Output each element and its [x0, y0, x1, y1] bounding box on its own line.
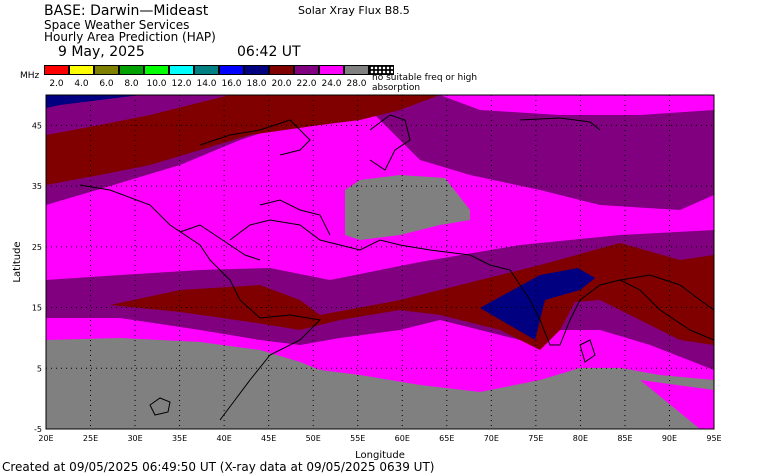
lon-tick-label: 30E — [127, 434, 142, 443]
lon-tick-label: 65E — [439, 434, 454, 443]
contour-28mhz-south — [46, 338, 714, 429]
legend-label-20-0: 20.0 — [271, 79, 292, 89]
solar-flux-label: Solar Xray Flux B8.5 — [298, 4, 410, 17]
contour-24mhz-southeast — [640, 380, 714, 429]
lon-tick-label: 90E — [662, 434, 677, 443]
legend-swatch-4-0 — [69, 65, 94, 75]
lon-tick-label: 45E — [261, 434, 276, 443]
legend-swatch-18-0 — [244, 65, 269, 75]
coastline-egypt — [179, 224, 261, 261]
legend-unit: MHz — [20, 71, 40, 81]
map-grid — [46, 95, 714, 429]
coastline-caspian — [369, 114, 411, 171]
legend-label-22-0: 22.0 — [296, 79, 317, 89]
map-frame — [45, 94, 715, 430]
axis-ticks: 20E 25E 30E 35E 40E 45E 50E 55E 60E 65E 70E 75E 80E 8… — [32, 121, 722, 443]
lon-tick-label: 60E — [395, 434, 410, 443]
legend-swatch-20-0 — [269, 65, 294, 75]
lon-tick-label: 85E — [617, 434, 632, 443]
legend-swatch-16-0 — [219, 65, 244, 75]
forecast-time: 06:42 UT — [237, 44, 301, 60]
footer-timestamp: Created at 09/05/2025 06:49:50 UT (X-ray… — [2, 460, 435, 474]
contour-28mhz-arabia — [345, 175, 470, 240]
forecast-date: 9 May, 2025 — [58, 44, 145, 60]
legend-labels: 2.0 4.0 6.0 8.0 10.0 12.0 14.0 16.0 18.0 20.0 22.0… — [44, 79, 369, 89]
lat-tick-label: 25 — [32, 243, 42, 252]
legend-label-2-0: 2.0 — [49, 79, 64, 89]
legend-swatch-10-0 — [144, 65, 169, 75]
lon-tick-label: 80E — [573, 434, 588, 443]
no-suitable-label: no suitable freq or high absorption — [372, 73, 478, 93]
lat-tick-label: -5 — [34, 425, 42, 434]
coastlines — [79, 114, 714, 421]
legend-label-4-0: 4.0 — [74, 79, 89, 89]
legend-swatch-14-0 — [194, 65, 219, 75]
lat-tick-label: 35 — [32, 182, 42, 191]
lon-tick-label: 55E — [350, 434, 365, 443]
coastline-levant — [259, 199, 331, 236]
organization-name: Space Weather Services — [44, 18, 190, 32]
legend-label-16-0: 16.0 — [221, 79, 242, 89]
coastline-bay-of-bengal — [619, 279, 714, 341]
lon-tick-label: 20E — [38, 434, 53, 443]
contour-18mhz-india — [480, 268, 595, 340]
legend-label-8-0: 8.0 — [124, 79, 139, 89]
lake-victoria — [149, 397, 171, 416]
contour-24mhz-north-wedge — [440, 95, 714, 115]
legend-label-28-0: 28.0 — [346, 79, 367, 89]
lon-tick-label: 35E — [172, 434, 187, 443]
contour-20mhz-north — [46, 95, 440, 185]
y-axis-label: Latitude — [12, 241, 23, 282]
lon-tick-label: 70E — [484, 434, 499, 443]
legend-label-24-0: 24.0 — [321, 79, 342, 89]
legend-label-14-0: 14.0 — [196, 79, 217, 89]
frequency-contours — [46, 95, 714, 429]
legend-label-10-0: 10.0 — [146, 79, 167, 89]
legend-swatch-28-0 — [344, 65, 369, 75]
legend-swatch-no-suitable — [369, 65, 394, 75]
legend-label-12-0: 12.0 — [171, 79, 192, 89]
lat-tick-label: 5 — [37, 364, 42, 373]
legend-label-18-0: 18.0 — [246, 79, 267, 89]
legend-swatch-22-0 — [294, 65, 319, 75]
legend-color-strip — [44, 65, 394, 75]
contour-18mhz-corner — [46, 95, 140, 108]
legend-swatch-24-0 — [319, 65, 344, 75]
lon-tick-label: 50E — [306, 434, 321, 443]
page-title: BASE: Darwin—Mideast — [44, 3, 209, 19]
coastline-black-sea — [199, 119, 311, 156]
coastline-africa-east — [79, 184, 322, 421]
product-name: Hourly Area Prediction (HAP) — [44, 30, 216, 44]
legend-swatch-8-0 — [119, 65, 144, 75]
lon-tick-label: 25E — [83, 434, 98, 443]
lon-tick-label: 95E — [706, 434, 721, 443]
coastline-aral — [519, 117, 601, 131]
island-sri-lanka — [579, 339, 596, 363]
lat-tick-label: 45 — [32, 121, 42, 130]
x-axis-label: Longitude — [355, 450, 405, 461]
lon-tick-label: 40E — [217, 434, 232, 443]
lat-tick-label: 15 — [32, 304, 42, 313]
legend-swatch-2-0 — [44, 65, 69, 75]
coastline-arabia-india — [229, 219, 714, 346]
legend-label-6-0: 6.0 — [99, 79, 114, 89]
contour-20mhz-middle — [110, 243, 714, 350]
legend-swatch-6-0 — [94, 65, 119, 75]
lon-tick-label: 75E — [528, 434, 543, 443]
legend-swatch-12-0 — [169, 65, 194, 75]
